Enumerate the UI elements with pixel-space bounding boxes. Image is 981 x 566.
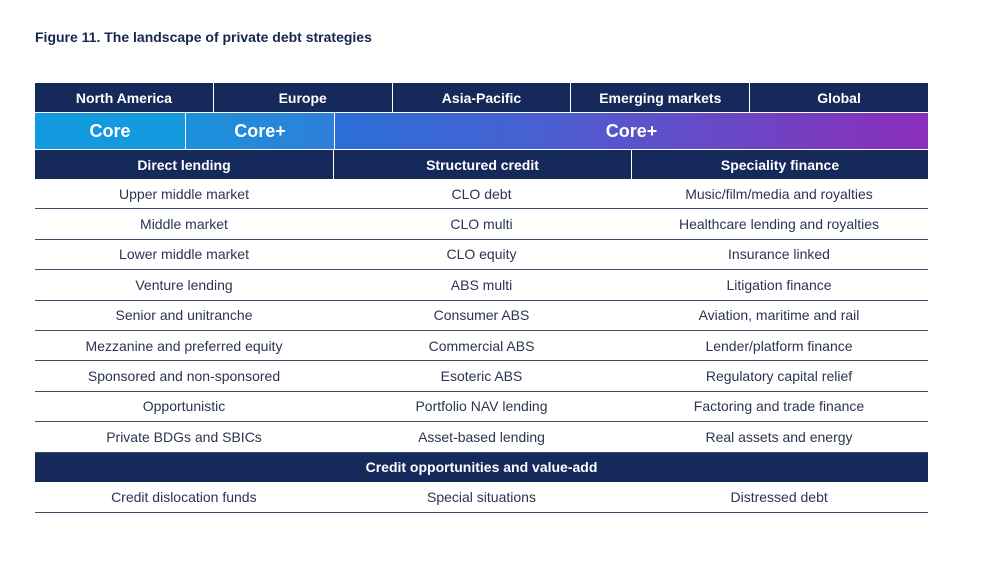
table-cell: Insurance linked bbox=[728, 246, 830, 263]
figure-title: Figure 11. The landscape of private debt… bbox=[35, 29, 372, 45]
table-cell: Asset-based lending bbox=[418, 428, 545, 445]
table-cell: Venture lending bbox=[135, 276, 233, 293]
opportunities-row: Credit dislocation funds Special situati… bbox=[35, 482, 928, 513]
table-cell: Regulatory capital relief bbox=[705, 368, 853, 385]
table-cell: CLO debt bbox=[451, 185, 512, 202]
table-cell: Aviation, maritime and rail bbox=[698, 307, 860, 324]
region-north-america: North America bbox=[75, 89, 172, 106]
category-header-row: Direct lending Structured credit Special… bbox=[35, 150, 928, 179]
table-cell: Litigation finance bbox=[726, 276, 832, 293]
table-cell: Esoteric ABS bbox=[440, 368, 523, 385]
table-row: Opportunistic Portfolio NAV lending Factor… bbox=[35, 392, 928, 423]
category-structured-credit: Structured credit bbox=[333, 150, 631, 179]
table-cell: Middle market bbox=[140, 216, 228, 233]
table-row: Private BDGs and SBICs Asset-based lendin… bbox=[35, 422, 928, 453]
table-cell: Sponsored and non-sponsored bbox=[87, 368, 281, 385]
table-cell: Healthcare lending and royalties bbox=[678, 216, 879, 233]
table-cell: CLO equity bbox=[446, 246, 517, 263]
table-cell: Private BDGs and SBICs bbox=[106, 428, 262, 445]
table-cell: ABS multi bbox=[450, 276, 513, 293]
table-cell: Mezzanine and preferred equity bbox=[85, 337, 283, 354]
opportunity-item: Distressed debt bbox=[730, 488, 828, 505]
table-cell: Portfolio NAV lending bbox=[415, 398, 548, 415]
table-cell: Lower middle market bbox=[119, 246, 249, 263]
risk-band-core-plus-gradient: Core+ bbox=[334, 113, 928, 149]
risk-band-core: Core bbox=[35, 113, 185, 149]
regions-header-row: North America Europe Asia-Pacific Emergi… bbox=[35, 83, 928, 112]
table-row: Venture lending ABS multi Litigation finan… bbox=[35, 270, 928, 301]
opportunity-item: Special situations bbox=[427, 488, 536, 505]
table-cell: Upper middle market bbox=[119, 185, 249, 202]
table-cell: Factoring and trade finance bbox=[693, 398, 865, 415]
table-row: Lower middle market CLO equity Insurance l… bbox=[35, 240, 928, 271]
opportunities-header: Credit opportunities and value-add bbox=[35, 452, 928, 482]
region-emerging-markets: Emerging markets bbox=[570, 83, 749, 112]
table-row: Senior and unitranche Consumer ABS Aviatio… bbox=[35, 301, 928, 331]
table-row: Sponsored and non-sponsored Esoteric ABS R… bbox=[35, 361, 928, 392]
table-row: Middle market CLO multi Healthcare lending… bbox=[35, 209, 928, 240]
table-cell: Real assets and energy bbox=[705, 428, 853, 445]
table-cell: Consumer ABS bbox=[433, 307, 530, 324]
strategy-rows: Upper middle market CLO debt Music/film/me… bbox=[35, 179, 928, 453]
region-asia-pacific: Asia-Pacific bbox=[391, 83, 571, 112]
table-cell: Lender/platform finance bbox=[705, 337, 853, 354]
region-global: Global bbox=[749, 83, 928, 112]
risk-band-core-plus-direct: Core+ bbox=[185, 113, 334, 149]
region-europe: Europe bbox=[212, 83, 392, 112]
risk-band-row: Core Core+ Core+ bbox=[35, 113, 928, 149]
table-cell: CLO multi bbox=[450, 216, 513, 233]
table-row: Upper middle market CLO debt Music/film/me… bbox=[35, 179, 928, 210]
table-cell: Music/film/media and royalties bbox=[685, 185, 873, 202]
category-speciality-finance: Speciality finance bbox=[631, 150, 928, 179]
strategy-table: North America Europe Asia-Pacific Emergi… bbox=[35, 83, 928, 513]
category-direct-lending: Direct lending bbox=[137, 156, 231, 173]
table-row: Mezzanine and preferred equity Commercial… bbox=[35, 331, 928, 362]
table-cell: Opportunistic bbox=[142, 398, 226, 415]
table-cell: Senior and unitranche bbox=[115, 307, 253, 324]
opportunity-item: Credit dislocation funds bbox=[111, 488, 257, 505]
table-cell: Commercial ABS bbox=[428, 337, 535, 354]
